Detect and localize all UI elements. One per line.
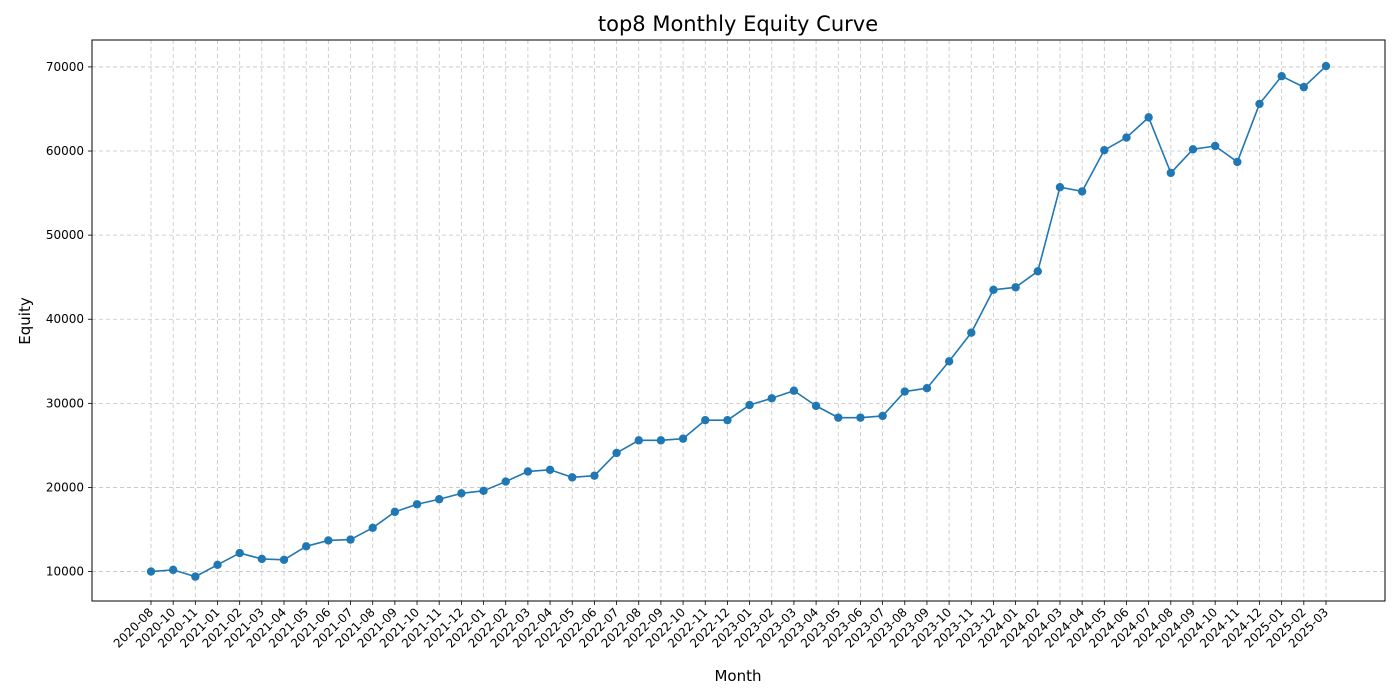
- data-point: [834, 413, 843, 422]
- data-point: [1188, 145, 1198, 154]
- grid: [92, 40, 1385, 601]
- data-point: [1255, 99, 1264, 109]
- y-axis-title: Equity: [16, 297, 34, 345]
- data-point: [457, 489, 466, 498]
- data-point: [1321, 61, 1331, 71]
- data-point: [1233, 157, 1242, 167]
- plot-area-border: [91, 39, 1386, 602]
- x-axis-title: Month: [714, 667, 761, 685]
- data-point: [1100, 145, 1109, 155]
- data-point: [856, 413, 865, 422]
- data-point: [213, 560, 222, 570]
- data-point: [1210, 141, 1220, 151]
- y-tick-label: 10000: [46, 565, 84, 579]
- data-point: [390, 507, 400, 517]
- data-point: [301, 542, 311, 551]
- data-point: [523, 467, 533, 476]
- data-point: [723, 415, 732, 425]
- data-point: [1011, 283, 1020, 292]
- data-point: [1299, 82, 1309, 92]
- plot-frame: [91, 39, 1386, 602]
- data-point: [257, 554, 267, 564]
- y-tick-label: 20000: [46, 480, 84, 494]
- data-point: [479, 486, 488, 496]
- data-point: [568, 473, 577, 482]
- y-axis: 10000 20000 30000 40000 50000 60000 70000: [46, 60, 92, 579]
- data-point: [989, 285, 998, 295]
- data-point: [900, 387, 909, 396]
- data-point: [1277, 71, 1286, 81]
- y-tick-label: 30000: [46, 396, 84, 410]
- data-point: [1144, 113, 1153, 122]
- data-point: [944, 357, 954, 366]
- data-point: [545, 465, 555, 474]
- data-point: [656, 436, 666, 445]
- data-point: [1077, 187, 1087, 196]
- data-point: [1055, 182, 1065, 192]
- data-point: [789, 386, 799, 395]
- y-tick-label: 70000: [46, 60, 84, 74]
- data-point: [878, 411, 887, 421]
- data-point: [279, 555, 289, 564]
- data-point: [324, 536, 333, 545]
- data-point: [1166, 168, 1176, 178]
- y-tick-label: 60000: [46, 144, 84, 158]
- data-point: [634, 436, 643, 445]
- data-point: [501, 477, 510, 486]
- data-point: [1122, 133, 1131, 142]
- data-point: [368, 523, 377, 533]
- data-point: [678, 434, 688, 443]
- data-point: [346, 535, 355, 544]
- y-tick-label: 50000: [46, 228, 84, 242]
- series-equity: [146, 61, 1331, 581]
- data-point: [235, 548, 244, 558]
- data-point: [612, 448, 621, 458]
- y-tick-label: 40000: [46, 312, 84, 326]
- data-point: [967, 328, 976, 337]
- data-point: [745, 400, 754, 410]
- data-point: [191, 572, 200, 581]
- data-point: [146, 567, 156, 576]
- data-point: [168, 565, 178, 575]
- data-point: [435, 495, 444, 504]
- data-point: [412, 500, 422, 509]
- data-point: [701, 415, 710, 425]
- data-point: [767, 394, 776, 403]
- chart-title: top8 Monthly Equity Curve: [598, 12, 878, 36]
- data-point: [590, 471, 599, 480]
- data-point: [922, 384, 932, 393]
- data-point: [1033, 267, 1042, 276]
- data-point: [811, 401, 821, 411]
